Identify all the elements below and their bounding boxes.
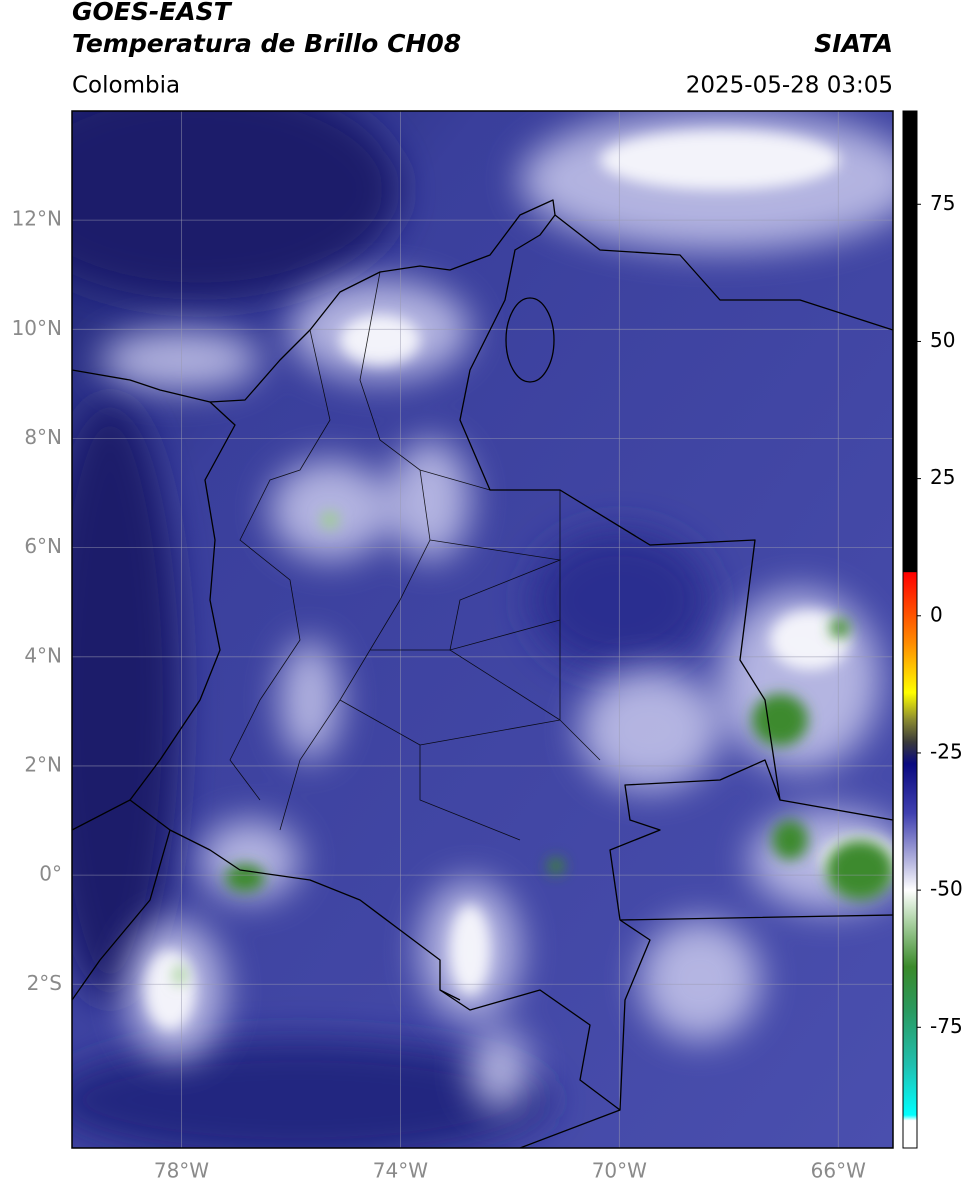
lat-tick-label: 2°S bbox=[27, 971, 62, 995]
lat-tick-label: 6°N bbox=[24, 534, 62, 558]
lat-tick-label: 10°N bbox=[12, 316, 62, 340]
colorbar-tick-label: -25 bbox=[930, 739, 963, 763]
satellite-image bbox=[72, 111, 893, 1148]
colorbar-tick-label: 75 bbox=[930, 191, 955, 215]
department-borders bbox=[229, 271, 601, 841]
satellite-title: GOES-EAST bbox=[72, 0, 233, 26]
lat-tick-label: 2°N bbox=[24, 752, 62, 776]
lake-maracaibo bbox=[505, 297, 555, 383]
source-label: SIATA bbox=[814, 29, 893, 58]
product-title: Temperatura de Brillo CH08 bbox=[72, 29, 461, 58]
lat-tick-label: 4°N bbox=[24, 643, 62, 667]
map-frame bbox=[71, 110, 894, 1149]
lon-tick-label: 74°W bbox=[373, 1159, 428, 1183]
colorbar: 75 50 25 0 -25 -50 -75 bbox=[902, 110, 963, 1149]
colorbar-tick-label: -50 bbox=[930, 877, 963, 901]
datetime-label: 2025-05-28 03:05 bbox=[686, 73, 893, 99]
lat-tick-label: 8°N bbox=[24, 425, 62, 449]
lat-tick-label: 0° bbox=[39, 862, 62, 886]
colombia-border bbox=[129, 199, 781, 1111]
region-label: Colombia bbox=[72, 73, 180, 99]
lon-tick-label: 78°W bbox=[154, 1159, 209, 1183]
colorbar-scale bbox=[902, 110, 918, 1149]
colorbar-tick-label: 0 bbox=[930, 602, 943, 626]
colorbar-tick-label: -75 bbox=[930, 1014, 963, 1038]
lon-tick-label: 66°W bbox=[811, 1159, 866, 1183]
colorbar-tick-label: 25 bbox=[930, 465, 955, 489]
axes: 12°N 10°N 8°N 6°N 4°N 2°N 0° 2°S 78°W 74°W 70°W 66°… bbox=[12, 207, 867, 1183]
colorbar-tick-label: 50 bbox=[930, 328, 955, 352]
neighbor-borders bbox=[72, 214, 893, 1148]
lat-tick-label: 12°N bbox=[12, 207, 62, 231]
grid bbox=[72, 111, 893, 1148]
lon-tick-label: 70°W bbox=[592, 1159, 647, 1183]
